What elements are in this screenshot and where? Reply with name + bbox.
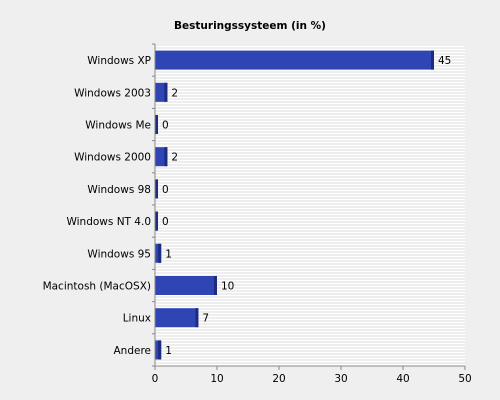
bar (155, 82, 168, 102)
value-label: 0 (162, 184, 169, 196)
bars (155, 50, 434, 360)
value-label: 0 (162, 120, 169, 132)
bar-edge (158, 340, 162, 360)
bar-edge (214, 276, 217, 295)
category-label: Windows 95 (87, 248, 151, 260)
value-label: 45 (438, 55, 451, 67)
plot-area (155, 44, 465, 366)
bar (155, 147, 168, 167)
value-label: 0 (162, 216, 169, 228)
category-label: Windows 2000 (74, 152, 151, 164)
value-label: 1 (165, 345, 172, 357)
category-label: Windows XP (87, 55, 151, 67)
category-label: Linux (123, 313, 151, 325)
x-tick-label: 10 (210, 373, 223, 385)
chart-title: Besturingssysteem (in %) (174, 20, 326, 32)
value-label: 10 (221, 281, 234, 293)
value-label: 2 (171, 152, 178, 164)
x-tick-label: 30 (334, 373, 347, 385)
category-label: Windows Me (85, 120, 151, 132)
axes (152, 43, 466, 370)
bar-edge (164, 82, 168, 102)
bar-edge (155, 211, 158, 231)
category-label: Macintosh (MacOSX) (43, 281, 151, 293)
bar (155, 50, 434, 70)
category-labels: Windows XP Windows 2003 Windows Me Windows … (43, 55, 151, 357)
bar-edge (158, 243, 162, 263)
bar-edge (431, 50, 434, 70)
value-label: 1 (165, 248, 172, 260)
category-label: Windows NT 4.0 (66, 216, 151, 228)
x-tick-label: 20 (272, 373, 285, 385)
bar (155, 340, 162, 360)
category-label: Andere (113, 345, 151, 357)
x-tick-label: 50 (458, 373, 471, 385)
value-labels: 45 2 0 2 0 0 1 10 7 1 (162, 55, 451, 357)
x-tick-labels: 0 10 20 30 40 50 (152, 373, 472, 385)
bar-edge (195, 308, 199, 328)
value-label: 7 (202, 313, 209, 325)
category-label: Windows 98 (87, 184, 151, 196)
x-tick-label: 40 (396, 373, 409, 385)
bar (155, 243, 162, 263)
value-label: 2 (171, 87, 178, 99)
x-tick-label: 0 (152, 373, 159, 385)
bar (155, 276, 217, 295)
bar (155, 308, 199, 328)
bar-edge (164, 147, 168, 167)
bar-edge (155, 179, 158, 199)
category-label: Windows 2003 (74, 87, 151, 99)
bar-edge (155, 115, 158, 134)
